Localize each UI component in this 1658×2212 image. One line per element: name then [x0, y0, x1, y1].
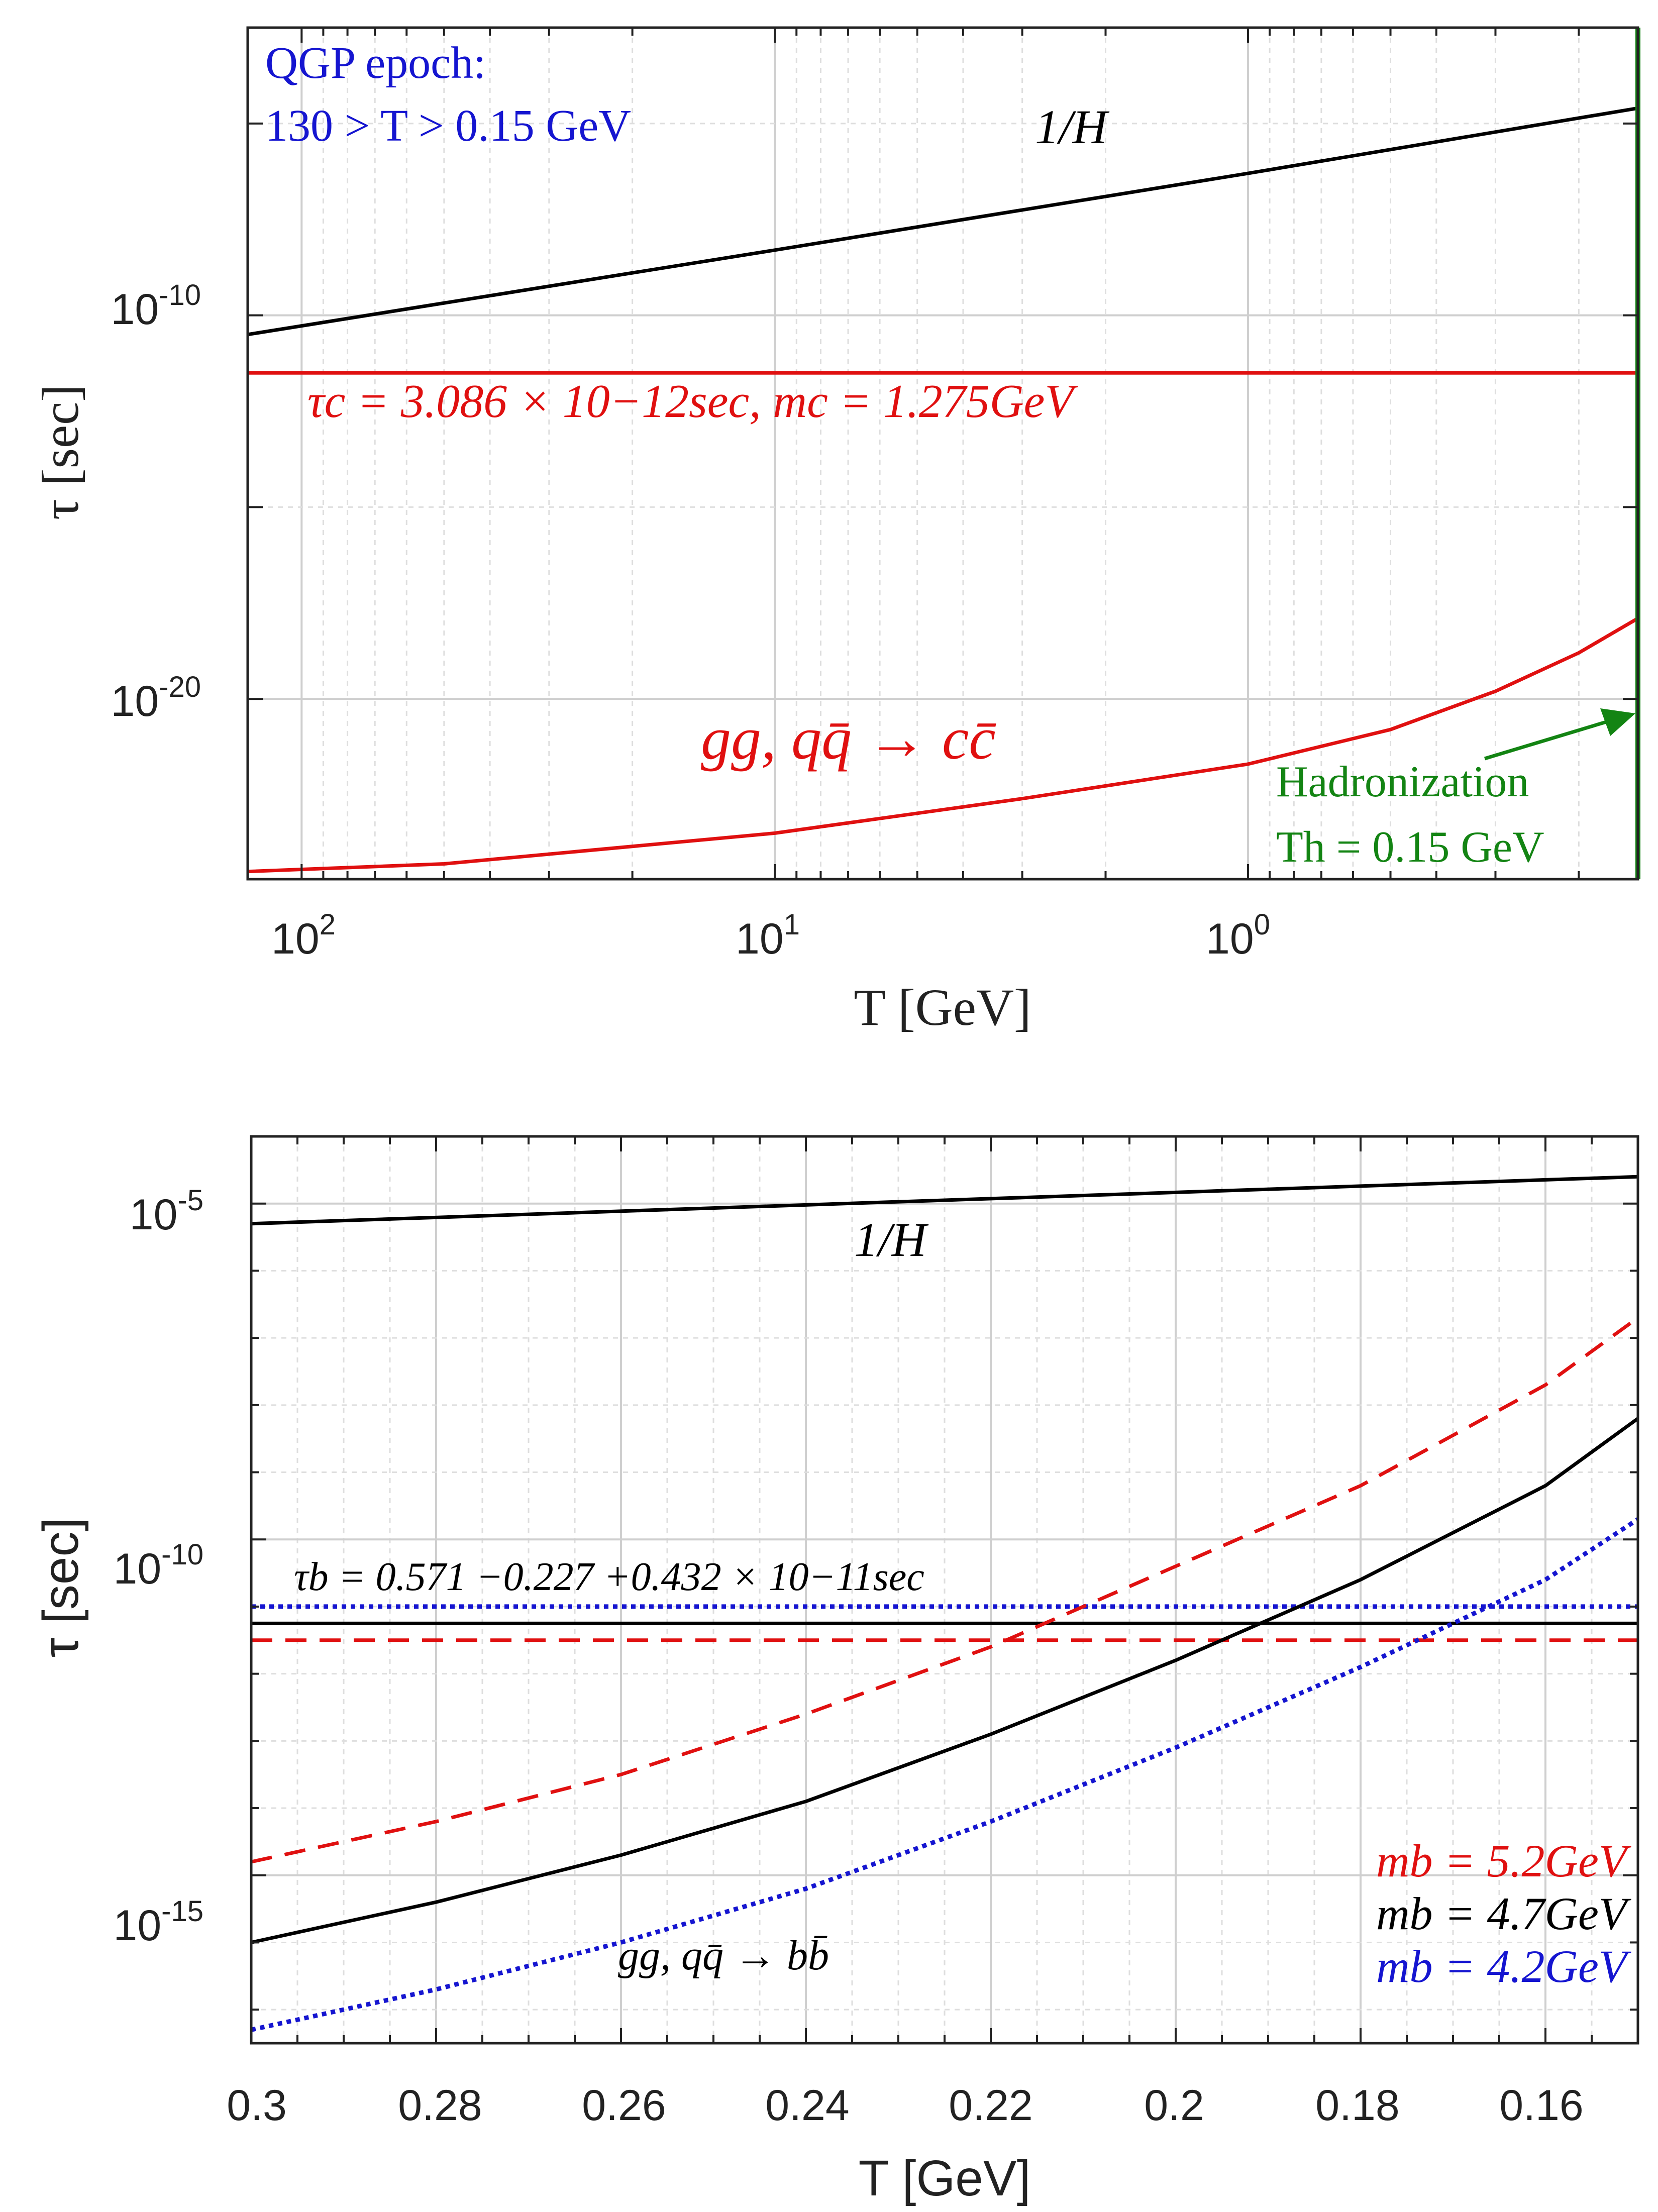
- top-axes-box: [246, 26, 1639, 881]
- top-y-axis-label: τ [sec]: [32, 384, 89, 520]
- bottom-xtick-label: 0.24: [765, 2081, 849, 2130]
- legend-mb-52: mb = 5.2GeV: [1376, 1835, 1632, 1886]
- bottom-series-m-b-5-2gev: [251, 1316, 1639, 1864]
- top-series-gg-qq-cc: [247, 616, 1639, 874]
- bottom-xtick-label: 0.16: [1499, 2081, 1583, 2130]
- bottom-y-axis-label: τ [sec]: [33, 1518, 89, 1657]
- top-xtick-label: 100: [1206, 908, 1270, 963]
- inverse-hubble-label: 1/H: [1035, 100, 1110, 154]
- bottom-xtick-label: 0.28: [398, 2081, 482, 2130]
- top-x-axis-label: T [GeV]: [854, 979, 1031, 1036]
- bottom-ytick-label: 10-5: [130, 1184, 203, 1239]
- hadronization-arrow-head: [1600, 708, 1635, 736]
- bottom-series-layer: [251, 1175, 1639, 2032]
- bottom-series-1-h: [251, 1175, 1638, 1226]
- bottom-series-m-b-4-2gev: [251, 1517, 1639, 2032]
- top-panel: 10-10 10-20 102 101 100 T [GeV] τ [sec] …: [32, 26, 1640, 1036]
- bottom-xtick-label: 0.18: [1315, 2081, 1399, 2130]
- top-ytick-label: 10-20: [111, 671, 201, 725]
- legend-mb-42: mb = 4.2GeV: [1376, 1941, 1632, 1992]
- top-xtick-label: 102: [271, 908, 336, 963]
- top-gridlines: [248, 28, 1638, 879]
- bottom-tick-marks: [250, 1136, 1639, 2043]
- th-label: Th = 0.15 GeV: [1276, 823, 1544, 872]
- bottom-xtick-label: 0.3: [227, 2081, 287, 2130]
- qgp-epoch-line1: QGP epoch:: [265, 38, 486, 88]
- bottom-xtick-label: 0.2: [1144, 2081, 1204, 2130]
- top-tick-marks: [248, 28, 1638, 879]
- top-xtick-label: 101: [736, 908, 800, 963]
- charm-process-label: gg, qq̄ → cc̄: [701, 705, 996, 772]
- bottom-ytick-label: 10-10: [114, 1538, 204, 1593]
- top-plot-area: [248, 28, 1638, 879]
- bottom-gridlines: [250, 1136, 1639, 2043]
- bottom-xtick-label: 0.22: [949, 2081, 1032, 2130]
- bottom-series-m-b-4-7gev: [251, 1417, 1639, 1944]
- bottom-xtick-label: 0.26: [582, 2081, 666, 2130]
- tau-c-label: τc = 3.086 × 10−12sec, mc = 1.275GeV: [307, 375, 1078, 428]
- legend-mb-47: mb = 4.7GeV: [1376, 1888, 1632, 1939]
- bottom-process-label: gg, qq̄ → bb̄: [618, 1932, 829, 1979]
- hadronization-label: Hadronization: [1276, 758, 1529, 806]
- top-ytick-label: 10-10: [111, 279, 201, 334]
- top-series-1-h: [247, 106, 1638, 337]
- bottom-x-axis-label: T [GeV]: [859, 2150, 1031, 2206]
- qgp-epoch-line2: 130 > T > 0.15 GeV: [265, 101, 631, 151]
- inverse-hubble-label-b: 1/H: [854, 1213, 929, 1267]
- hadronization-arrow-shaft: [1484, 716, 1619, 761]
- tau-b-label: τb = 0.571 −0.227 +0.432 × 10−11sec: [294, 1555, 924, 1599]
- bottom-ytick-label: 10-15: [114, 1895, 204, 1950]
- bottom-panel: 10-5 10-10 10-15 0.3 0.28 0.26 0.24 0.22…: [33, 1135, 1639, 2206]
